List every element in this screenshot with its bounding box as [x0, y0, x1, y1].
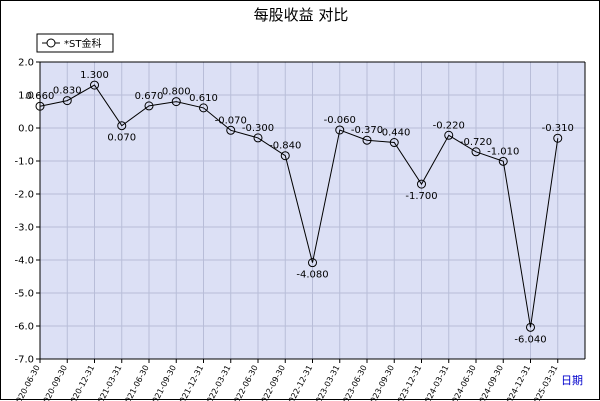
x-tick-label: 2022-06-30 — [230, 364, 260, 401]
data-point — [389, 138, 399, 148]
data-point — [444, 130, 454, 140]
x-tick-label: 2021-12-31 — [175, 364, 205, 401]
x-tick-label: 2024-03-31 — [421, 364, 451, 401]
data-point — [362, 135, 372, 145]
data-label: 0.070 — [107, 133, 136, 144]
grid-lines — [39, 61, 585, 360]
x-tick-label: 2022-03-31 — [203, 364, 233, 401]
x-tick-label: 2020-12-31 — [66, 364, 96, 401]
data-label: -0.310 — [542, 123, 574, 134]
data-point — [280, 151, 290, 161]
data-point — [117, 121, 127, 131]
data-label: 0.830 — [53, 86, 82, 97]
x-tick-label: 2024-12-31 — [502, 364, 532, 401]
data-point — [471, 147, 481, 157]
data-point — [526, 322, 535, 332]
data-point — [90, 80, 99, 90]
data-label: 0.670 — [135, 91, 164, 102]
data-point — [498, 156, 508, 166]
legend-series-name: *ST金科 — [64, 37, 101, 50]
x-tick-label: 2022-09-30 — [257, 364, 287, 401]
x-tick-label: 2024-09-30 — [475, 364, 505, 401]
x-tick-label: 2023-06-30 — [339, 364, 369, 401]
x-tick-label: 2022-12-31 — [284, 364, 314, 401]
data-label: -6.040 — [514, 334, 546, 345]
data-label: -0.440 — [378, 128, 410, 139]
legend-marker-icon — [46, 38, 56, 48]
data-label: 0.800 — [162, 87, 191, 98]
chart-title: 每股收益 对比 — [254, 6, 349, 24]
y-tick-label: -5.0 — [14, 289, 34, 300]
data-label: -1.700 — [405, 191, 437, 202]
data-point — [553, 133, 563, 143]
data-point — [62, 96, 72, 106]
x-axis-label: 日期 — [561, 374, 583, 387]
legend: *ST金科 — [36, 33, 114, 53]
data-label: -0.840 — [269, 141, 301, 152]
data-label: 0.660 — [26, 91, 55, 102]
data-point — [417, 179, 426, 189]
legend-box — [36, 33, 114, 53]
y-tick-label: 2.0 — [18, 58, 34, 69]
series-line — [39, 84, 559, 328]
x-tick-label: 2023-09-30 — [366, 364, 396, 401]
y-axis-ticks: 2.0 1.0 0.0 -1.0 -2.0 -3.0 -4.0 -5.0 -6.0 -7.0 — [14, 58, 40, 366]
x-axis-ticks: 2020-06-302020-09-302020-12-312021-03-31… — [12, 359, 560, 401]
x-tick-label: 2024-06-30 — [448, 364, 478, 401]
data-label: -0.060 — [324, 115, 356, 126]
data-label: -0.300 — [242, 123, 274, 134]
y-tick-label: 0.0 — [18, 124, 34, 135]
data-point — [253, 133, 263, 143]
data-label: 1.300 — [80, 70, 109, 81]
x-tick-label: 2021-03-31 — [94, 364, 124, 401]
y-tick-label: -7.0 — [14, 355, 34, 366]
data-label: -0.370 — [351, 125, 383, 136]
data-point — [144, 101, 154, 111]
y-tick-label: -4.0 — [14, 256, 34, 267]
x-tick-label: 2025-03-31 — [530, 364, 560, 401]
data-point — [308, 258, 317, 268]
y-tick-label: 1.0 — [18, 91, 34, 102]
y-tick-label: -6.0 — [14, 322, 34, 333]
series-line-group — [39, 84, 559, 328]
x-tick-label: 2021-09-30 — [148, 364, 178, 401]
x-tick-label: 2021-06-30 — [121, 364, 151, 401]
data-point — [335, 125, 345, 135]
data-label: 0.610 — [189, 93, 218, 104]
data-label: -0.070 — [215, 115, 247, 126]
data-label: -0.220 — [433, 120, 465, 131]
data-point — [226, 125, 236, 135]
data-label: -0.720 — [460, 137, 492, 148]
x-tick-label: 2020-09-30 — [39, 364, 69, 401]
data-point — [171, 97, 181, 107]
x-tick-label: 2023-12-31 — [393, 364, 423, 401]
x-tick-label: 2023-03-31 — [312, 364, 342, 401]
y-tick-label: -1.0 — [14, 157, 34, 168]
x-tick-label: 2020-06-30 — [12, 364, 42, 401]
data-label: -1.010 — [487, 146, 519, 157]
data-points — [35, 80, 563, 332]
y-tick-label: -2.0 — [14, 190, 34, 201]
data-point — [35, 101, 45, 111]
data-label: -4.080 — [296, 270, 328, 281]
data-point — [199, 103, 208, 113]
y-tick-label: -3.0 — [14, 223, 34, 234]
